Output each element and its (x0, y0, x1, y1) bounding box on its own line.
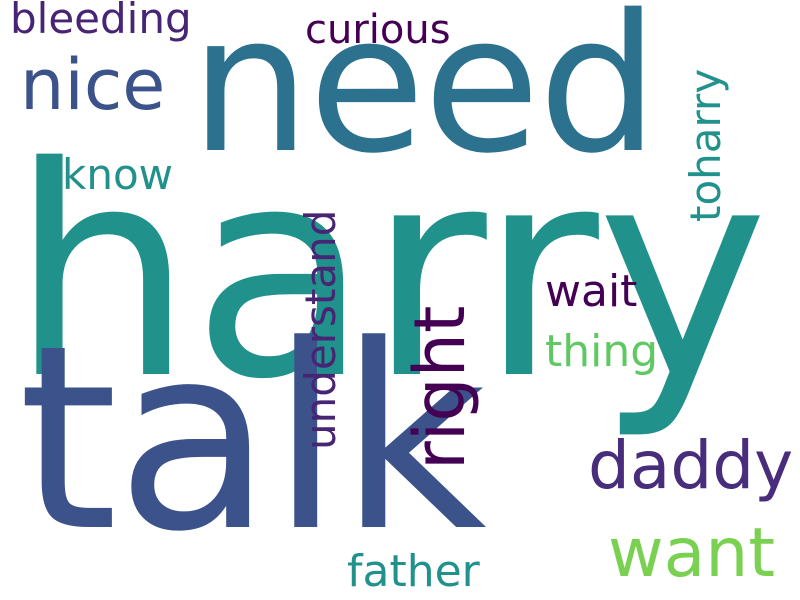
word-wait: wait (545, 266, 638, 317)
word-need: need (190, 0, 659, 195)
word-want: want (608, 514, 776, 593)
word-harry: harry (10, 106, 768, 443)
word-talk: talk (18, 291, 487, 588)
word-toharry: toharry (681, 68, 730, 222)
word-daddy: daddy (588, 427, 794, 504)
word-right: right (399, 305, 481, 470)
word-understand: understand (296, 209, 345, 450)
word-curious: curious (305, 7, 451, 53)
word-nice: nice (20, 44, 166, 126)
word-father: father (347, 546, 480, 597)
word-know: know (62, 150, 173, 199)
word-bleeding: bleeding (10, 0, 192, 43)
word-thing: thing (545, 326, 659, 377)
